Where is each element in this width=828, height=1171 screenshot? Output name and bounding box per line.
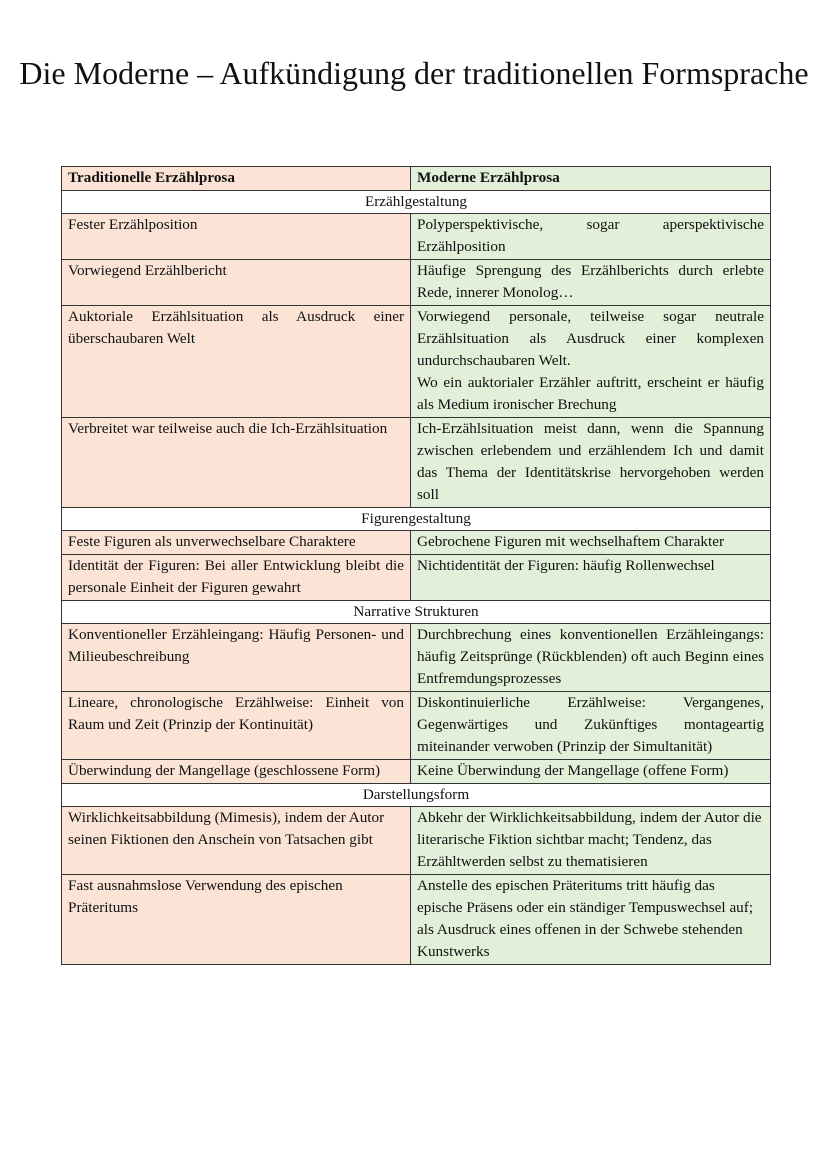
comparison-table: Traditionelle Erzählprosa Moderne Erzähl…: [61, 166, 771, 965]
table-row: Verbreitet war teilweise auch die Ich-Er…: [61, 417, 771, 508]
cell-traditional: Wirklichkeitsabbildung (Mimesis), indem …: [61, 806, 411, 875]
header-traditional: Traditionelle Erzählprosa: [61, 166, 411, 191]
cell-traditional: Lineare, chronologische Erzählweise: Ein…: [61, 691, 411, 760]
section-header-row: Narrative Strukturen: [61, 600, 771, 624]
table-row: Identität der Figuren: Bei aller Entwick…: [61, 554, 771, 601]
cell-modern: Häufige Sprengung des Erzählberichts dur…: [410, 259, 771, 306]
cell-traditional: Vorwiegend Erzählbericht: [61, 259, 411, 306]
table-row: Feste Figuren als unverwechselbare Chara…: [61, 530, 771, 555]
table-row: Lineare, chronologische Erzählweise: Ein…: [61, 691, 771, 760]
cell-modern: Gebrochene Figuren mit wechselhaftem Cha…: [410, 530, 771, 555]
cell-modern: Keine Überwindung der Mangellage (offene…: [410, 759, 771, 784]
section-header-row: Darstellungsform: [61, 783, 771, 807]
cell-traditional: Konventioneller Erzähleingang: Häufig Pe…: [61, 623, 411, 692]
cell-traditional: Fast ausnahmslose Verwendung des epische…: [61, 874, 411, 965]
section-header-row: Erzählgestaltung: [61, 190, 771, 214]
cell-modern: Vorwiegend personale, teilweise sogar ne…: [410, 305, 771, 418]
section-label: Figurengestaltung: [61, 507, 771, 531]
page-title: Die Moderne – Aufkündigung der tradition…: [19, 55, 809, 91]
cell-traditional: Überwindung der Mangellage (geschlossene…: [61, 759, 411, 784]
cell-traditional: Fester Erzählposition: [61, 213, 411, 260]
cell-modern: Diskontinuierliche Erzählweise: Vergange…: [410, 691, 771, 760]
section-label: Darstellungsform: [61, 783, 771, 807]
section-label: Erzählgestaltung: [61, 190, 771, 214]
section-header-row: Figurengestaltung: [61, 507, 771, 531]
cell-modern: Nichtidentität der Figuren: häufig Rolle…: [410, 554, 771, 601]
cell-modern: Anstelle des epischen Präteritums tritt …: [410, 874, 771, 965]
section-label: Narrative Strukturen: [61, 600, 771, 624]
table-row: Fast ausnahmslose Verwendung des epische…: [61, 874, 771, 965]
header-modern: Moderne Erzählprosa: [410, 166, 771, 191]
table-row: Vorwiegend Erzählbericht Häufige Sprengun…: [61, 259, 771, 306]
table-row: Auktoriale Erzählsituation als Ausdruck …: [61, 305, 771, 418]
cell-modern: Polyperspektivische, sogar aperspektivis…: [410, 213, 771, 260]
cell-modern: Ich-Erzählsituation meist dann, wenn die…: [410, 417, 771, 508]
cell-modern: Durchbrechung eines konventionellen Erzä…: [410, 623, 771, 692]
table-row: Wirklichkeitsabbildung (Mimesis), indem …: [61, 806, 771, 875]
cell-modern: Abkehr der Wirklichkeitsabbildung, indem…: [410, 806, 771, 875]
cell-traditional: Identität der Figuren: Bei aller Entwick…: [61, 554, 411, 601]
table-row: Überwindung der Mangellage (geschlossene…: [61, 759, 771, 784]
table-row: Konventioneller Erzähleingang: Häufig Pe…: [61, 623, 771, 692]
table-header-row: Traditionelle Erzählprosa Moderne Erzähl…: [61, 166, 771, 191]
table-row: Fester Erzählposition Polyperspektivische…: [61, 213, 771, 260]
cell-traditional: Feste Figuren als unverwechselbare Chara…: [61, 530, 411, 555]
cell-traditional: Auktoriale Erzählsituation als Ausdruck …: [61, 305, 411, 418]
cell-traditional: Verbreitet war teilweise auch die Ich-Er…: [61, 417, 411, 508]
